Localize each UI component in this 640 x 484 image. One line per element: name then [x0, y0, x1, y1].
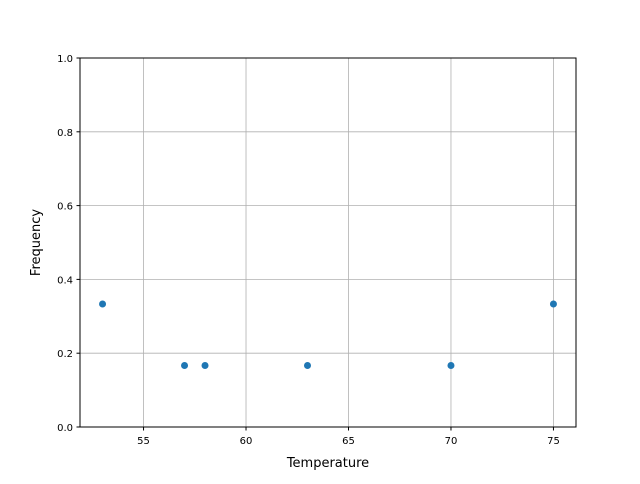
y-axis-label: Frequency [29, 209, 44, 276]
x-tick-label: 55 [137, 436, 150, 447]
y-tick-label: 0.4 [57, 275, 73, 286]
x-tick-label: 75 [547, 436, 560, 447]
y-tick-label: 0.2 [57, 349, 73, 360]
data-point [181, 361, 189, 369]
data-point [99, 300, 107, 308]
x-axis-label: Temperature [286, 456, 369, 471]
data-point [549, 300, 557, 308]
x-tick-label: 65 [342, 436, 355, 447]
data-point [201, 361, 209, 369]
x-tick-label: 60 [240, 436, 253, 447]
y-axis-ticks: 0.0 0.2 0.4 0.6 0.8 1.0 [57, 54, 80, 434]
y-tick-label: 0.8 [57, 128, 73, 139]
x-tick-label: 70 [445, 436, 458, 447]
x-axis-ticks: 55 60 65 70 75 [137, 427, 560, 447]
data-point [447, 361, 455, 369]
data-points [99, 300, 557, 369]
y-tick-label: 0.6 [57, 202, 73, 213]
grid [80, 57, 576, 428]
data-point [304, 361, 312, 369]
y-tick-label: 0.0 [57, 423, 73, 434]
plot-frame [79, 57, 577, 428]
y-tick-label: 1.0 [57, 54, 73, 65]
